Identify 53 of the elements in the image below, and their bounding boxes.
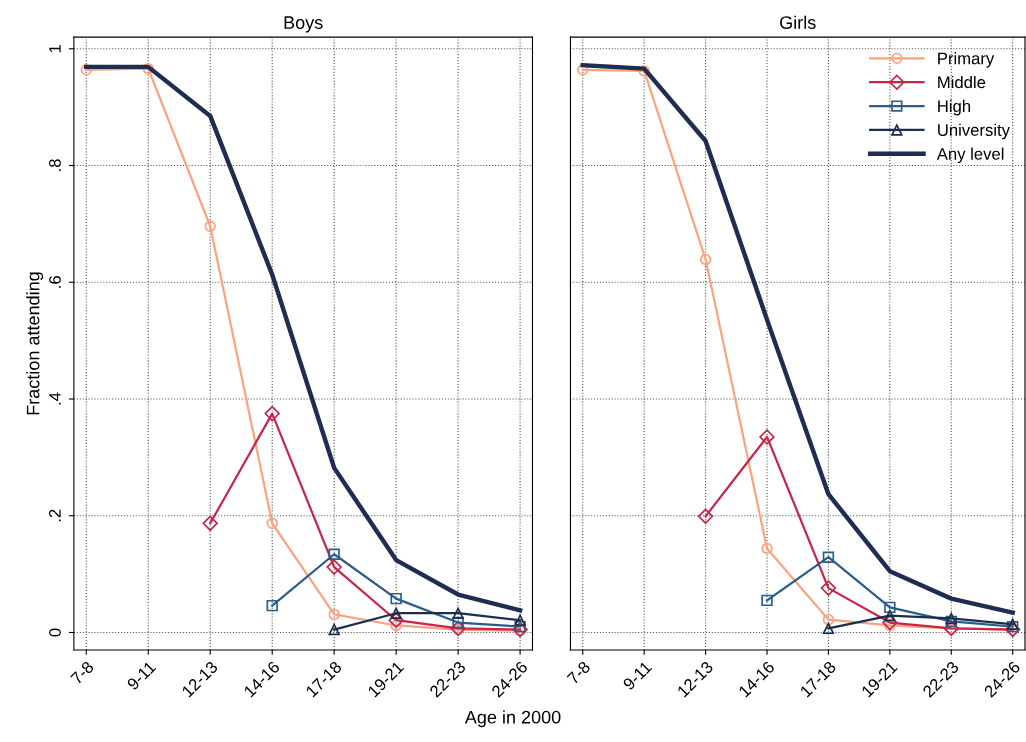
x-tick-label: 7-8 — [566, 660, 591, 685]
point — [452, 607, 464, 619]
x-tick-label: 9-11 — [126, 660, 157, 691]
x-axis-title: Age in 2000 — [464, 710, 561, 728]
point — [390, 592, 402, 605]
point — [761, 594, 773, 607]
y-tick-label: 0 — [49, 628, 61, 637]
x-tick-label: 9-11 — [622, 660, 653, 691]
point — [514, 614, 526, 626]
point — [328, 608, 340, 621]
point — [512, 621, 528, 638]
point — [328, 548, 340, 560]
point — [884, 619, 896, 632]
point — [80, 64, 92, 76]
y-tick-label: .8 — [49, 159, 61, 171]
legend-label: High — [938, 99, 971, 116]
chart-title: Girls — [780, 15, 816, 29]
point — [638, 65, 650, 77]
point — [884, 601, 896, 614]
point — [761, 542, 773, 555]
legend-label: Any level — [936, 147, 1004, 164]
point — [390, 607, 402, 619]
point — [142, 62, 154, 75]
point — [204, 220, 216, 232]
point — [884, 609, 896, 622]
point — [820, 580, 837, 596]
point — [514, 620, 526, 633]
point — [699, 253, 712, 266]
point — [822, 551, 835, 563]
x-tick-label: 7-8 — [70, 660, 95, 685]
point — [266, 599, 278, 612]
point — [328, 623, 340, 636]
point — [266, 517, 278, 530]
legend-label: University — [938, 123, 1010, 140]
y-axis-title: Fraction attending — [26, 272, 44, 415]
y-tick-label: 1 — [49, 44, 61, 53]
point — [759, 429, 775, 445]
y-tick-label: .2 — [49, 509, 61, 522]
chart-title: Boys — [284, 16, 323, 33]
point — [390, 619, 402, 632]
legend-label: Primary — [938, 52, 995, 68]
point — [822, 622, 835, 635]
point — [882, 614, 898, 631]
point — [822, 613, 835, 626]
y-tick-label: .4 — [49, 392, 61, 405]
point — [326, 559, 342, 575]
y-tick-label: .6 — [49, 276, 61, 288]
legend-label: Middle — [938, 75, 986, 89]
point — [388, 612, 404, 628]
point — [202, 515, 218, 532]
point — [264, 405, 280, 422]
point — [452, 616, 464, 629]
point — [697, 508, 714, 525]
